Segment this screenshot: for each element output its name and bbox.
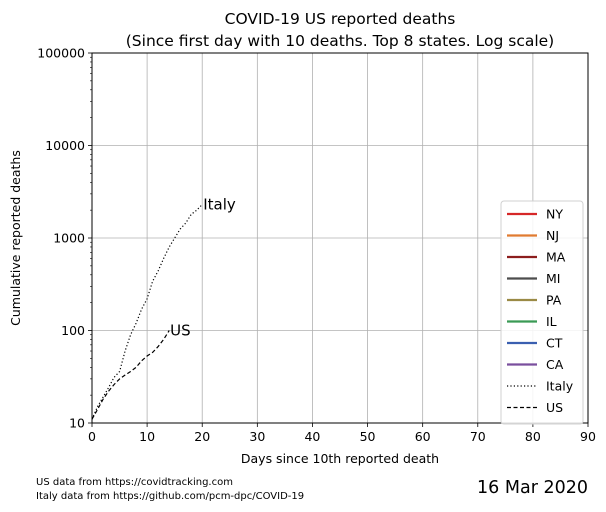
legend-label-ma: MA bbox=[546, 250, 566, 265]
legend-label-mi: MI bbox=[546, 271, 560, 286]
legend-label-us: US bbox=[546, 400, 563, 415]
y-tick-label: 10000 bbox=[45, 138, 85, 153]
legend-label-ct: CT bbox=[546, 336, 563, 351]
source-us: US data from https://covidtracking.com bbox=[36, 477, 233, 488]
series-end-label-us: US bbox=[170, 322, 191, 340]
x-tick-label: 30 bbox=[249, 429, 265, 444]
series-line-us bbox=[91, 330, 170, 420]
y-tick-label: 100 bbox=[61, 323, 85, 338]
series-lines bbox=[91, 204, 203, 420]
x-tick-label: 80 bbox=[525, 429, 541, 444]
y-axis-label: Cumulative reported deaths bbox=[8, 150, 23, 326]
x-tick-label: 20 bbox=[194, 429, 210, 444]
series-annotations: Italy US bbox=[170, 196, 236, 340]
legend-label-italy: Italy bbox=[546, 379, 574, 394]
source-italy: Italy data from https://github.com/pcm-d… bbox=[36, 491, 304, 502]
x-axis-label: Days since 10th reported death bbox=[241, 451, 439, 466]
report-date: 16 Mar 2020 bbox=[477, 478, 588, 498]
series-end-label-italy: Italy bbox=[203, 196, 236, 214]
legend-label-il: IL bbox=[546, 314, 557, 329]
x-tick-label: 70 bbox=[470, 429, 486, 444]
chart-subtitle: (Since first day with 10 deaths. Top 8 s… bbox=[126, 32, 554, 50]
legend-label-pa: PA bbox=[546, 293, 562, 308]
y-tick-label: 10 bbox=[69, 416, 85, 431]
x-tick-label: 90 bbox=[580, 429, 596, 444]
x-tick-label: 0 bbox=[88, 429, 96, 444]
legend-label-ca: CA bbox=[546, 357, 564, 372]
y-tick-label: 100000 bbox=[37, 46, 85, 61]
x-tick-label: 10 bbox=[139, 429, 155, 444]
legend-label-ny: NY bbox=[546, 207, 563, 222]
x-tick-label: 40 bbox=[304, 429, 320, 444]
plot-frame bbox=[91, 52, 589, 424]
chart-title: COVID-19 US reported deaths bbox=[225, 10, 456, 28]
series-line-italy bbox=[91, 204, 203, 420]
legend: NY NJ MA MI PA IL CT CA Italy US bbox=[500, 200, 584, 425]
legend-label-nj: NJ bbox=[546, 228, 559, 243]
y-tick-label: 1000 bbox=[53, 231, 85, 246]
x-tick-label: 60 bbox=[415, 429, 431, 444]
x-tick-label: 50 bbox=[360, 429, 376, 444]
